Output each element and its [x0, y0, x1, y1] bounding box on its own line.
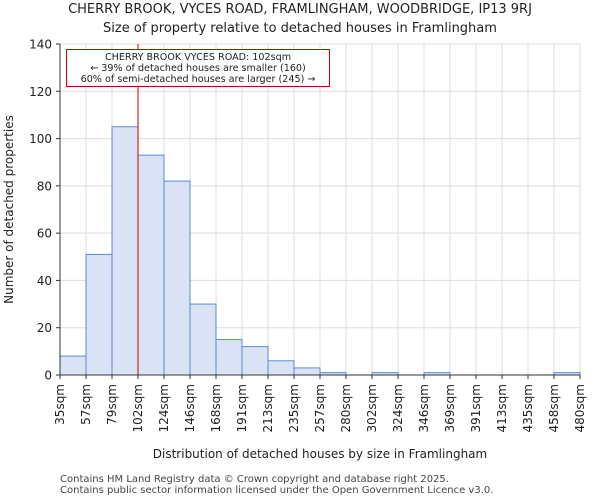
x-tick-label: 280sqm	[339, 384, 353, 432]
histogram-bar	[85, 253, 113, 376]
x-tick-label: 302sqm	[365, 384, 379, 432]
y-axis-label: Number of detached properties	[2, 115, 16, 304]
y-tick-label: 120	[29, 85, 52, 99]
x-tick-label: 324sqm	[391, 384, 405, 432]
y-tick-label: 40	[37, 274, 52, 288]
x-tick-label: 168sqm	[209, 384, 223, 432]
chart-title-line1: CHERRY BROOK, VYCES ROAD, FRAMLINGHAM, W…	[68, 2, 532, 17]
annotation-line3: 60% of semi-detached houses are larger (…	[80, 74, 316, 85]
x-tick-labels: 35sqm 57sqm 79sqm 102sqm 124sqm 146sqm 168sqm 1…	[53, 375, 587, 432]
histogram-bar	[111, 126, 139, 376]
x-tick-label: 191sqm	[235, 384, 249, 432]
histogram-bar	[137, 154, 165, 376]
footer-licence: Contains public sector information licen…	[60, 485, 494, 496]
x-tick-label: 458sqm	[547, 384, 561, 432]
x-tick-label: 35sqm	[53, 384, 67, 425]
y-tick-label: 60	[37, 227, 52, 241]
x-axis-label: Distribution of detached houses by size …	[153, 447, 487, 461]
histogram-bar	[215, 339, 243, 376]
histogram-bar	[163, 180, 191, 376]
annotation-line1: CHERRY BROOK VYCES ROAD: 102sqm	[104, 52, 292, 63]
footer-copyright: Contains HM Land Registry data © Crown c…	[60, 474, 449, 485]
y-tick-label: 80	[37, 179, 52, 193]
x-tick-label: 124sqm	[157, 384, 171, 432]
annotation-line2: ← 39% of detached houses are smaller (16…	[90, 63, 306, 74]
property-annotation-box: CHERRY BROOK VYCES ROAD: 102sqm ← 39% of…	[66, 49, 330, 87]
x-tick-label: 480sqm	[573, 384, 587, 432]
histogram-bar	[241, 346, 269, 376]
x-tick-label: 235sqm	[287, 384, 301, 432]
histogram-bar	[267, 360, 295, 376]
x-tick-label: 369sqm	[443, 384, 457, 432]
x-tick-label: 257sqm	[313, 384, 327, 432]
chart-title-line2: Size of property relative to detached ho…	[103, 21, 497, 36]
y-tick-label: 100	[29, 132, 52, 146]
x-tick-label: 391sqm	[469, 384, 483, 432]
x-tick-label: 435sqm	[521, 384, 535, 432]
x-tick-label: 413sqm	[495, 384, 509, 432]
x-tick-label: 102sqm	[131, 384, 145, 432]
bars	[59, 126, 581, 376]
x-tick-label: 146sqm	[183, 384, 197, 432]
histogram-bar	[293, 367, 321, 376]
x-tick-label: 57sqm	[79, 384, 93, 425]
y-tick-label: 140	[29, 38, 52, 52]
x-tick-label: 79sqm	[105, 384, 119, 425]
y-tick-labels: 0 20 40 60 80 100 120 140	[29, 38, 60, 383]
y-tick-label: 0	[44, 369, 52, 383]
x-tick-label: 346sqm	[417, 384, 431, 432]
histogram-bar	[189, 303, 217, 376]
histogram-bar	[59, 355, 87, 376]
x-tick-label: 213sqm	[261, 384, 275, 432]
y-tick-label: 20	[37, 321, 52, 335]
